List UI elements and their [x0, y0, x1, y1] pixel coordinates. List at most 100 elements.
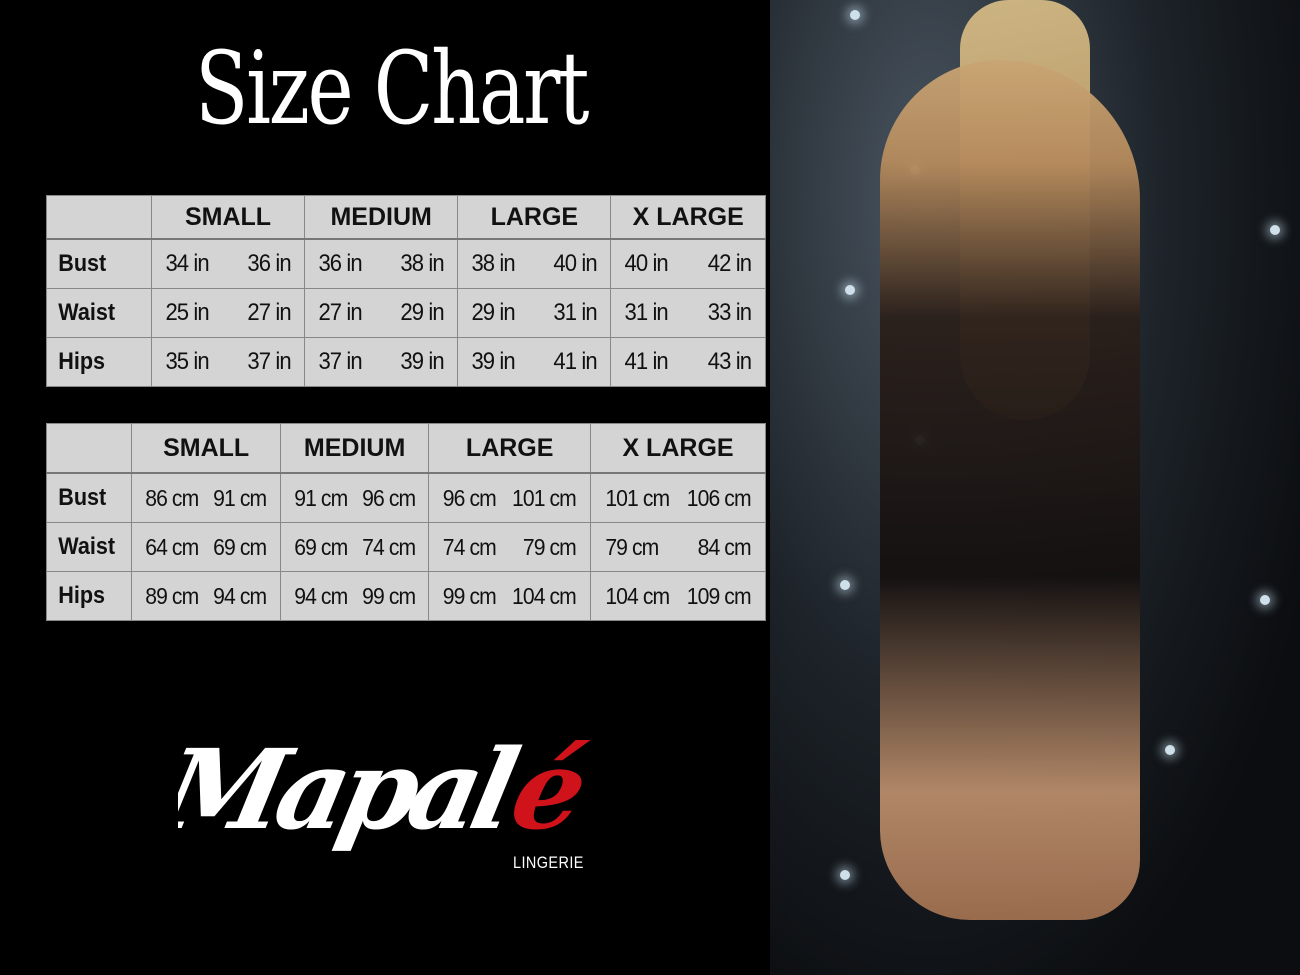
min-value: 35 in: [165, 348, 209, 375]
measurement-label: Bust: [46, 472, 124, 523]
measurement-label: Waist: [46, 288, 142, 338]
max-value: 41 in: [553, 348, 598, 375]
corner-cell: [46, 195, 152, 240]
min-value: 39 in: [471, 348, 516, 375]
measurement-label: Bust: [46, 238, 142, 289]
max-value: 42 in: [708, 250, 752, 277]
max-value: 106 cm: [686, 484, 752, 511]
min-value: 27 in: [318, 299, 363, 326]
table-row: Waist 64 cm 69 cm 69 cm 74 cm 74 cm 79 cm 79 cm…: [46, 522, 766, 572]
min-value: 36 in: [318, 250, 363, 277]
size-range-cell: 69 cm 74 cm: [279, 522, 430, 572]
min-value: 99 cm: [443, 582, 497, 609]
max-value: 96 cm: [362, 484, 416, 511]
min-value: 31 in: [624, 299, 669, 326]
table-row: Bust 34 in 36 in 36 in 38 in 38 in 40 in 40 in 4…: [46, 238, 766, 289]
max-value: 84 cm: [697, 533, 752, 560]
min-value: 40 in: [624, 250, 669, 277]
size-range-cell: 96 cm 101 cm: [428, 472, 592, 523]
size-range-cell: 40 in 42 in: [610, 238, 766, 289]
measurement-label: Hips: [46, 571, 124, 621]
min-value: 37 in: [318, 348, 363, 375]
max-value: 69 cm: [213, 533, 268, 560]
max-value: 94 cm: [213, 582, 268, 609]
min-value: 41 in: [624, 348, 669, 375]
min-value: 104 cm: [605, 582, 670, 609]
size-range-cell: 38 in 40 in: [457, 238, 612, 289]
size-range-cell: 74 cm 79 cm: [428, 522, 592, 572]
size-header: LARGE: [457, 195, 612, 240]
size-range-cell: 41 in 43 in: [610, 337, 766, 387]
size-header: MEDIUM: [304, 195, 459, 240]
size-range-cell: 79 cm 84 cm: [590, 522, 766, 572]
header-row: SMALL MEDIUM LARGE X LARGE: [45, 423, 766, 474]
min-value: 25 in: [165, 299, 209, 326]
size-range-cell: 91 cm 96 cm: [279, 472, 430, 523]
min-value: 38 in: [471, 250, 516, 277]
size-range-cell: 36 in 38 in: [304, 238, 459, 289]
page-title: Size Chart: [195, 30, 589, 147]
max-value: 31 in: [553, 299, 598, 326]
model-photo: [770, 0, 1300, 975]
min-value: 94 cm: [294, 582, 348, 609]
size-range-cell: 39 in 41 in: [457, 337, 612, 387]
size-table-cm: SMALL MEDIUM LARGE X LARGE Bust 86 cm 91 cm 91 …: [45, 423, 766, 621]
size-range-cell: 25 in 27 in: [150, 288, 306, 338]
brand-logo: Mapal é: [178, 728, 598, 855]
min-value: 86 cm: [145, 484, 200, 511]
min-value: 29 in: [471, 299, 516, 326]
size-range-cell: 27 in 29 in: [304, 288, 459, 338]
size-header: LARGE: [428, 423, 592, 474]
size-table-inches: SMALL MEDIUM LARGE X LARGE Bust 34 in 36 in 36 …: [46, 195, 766, 387]
max-value: 109 cm: [686, 582, 752, 609]
size-header: SMALL: [131, 423, 281, 474]
max-value: 27 in: [247, 299, 291, 326]
min-value: 91 cm: [294, 484, 348, 511]
corner-cell: [45, 423, 133, 474]
min-value: 89 cm: [145, 582, 200, 609]
svg-text:Mapal: Mapal: [178, 728, 527, 855]
header-row: SMALL MEDIUM LARGE X LARGE: [46, 195, 766, 240]
max-value: 43 in: [708, 348, 752, 375]
table-row: Hips 35 in 37 in 37 in 39 in 39 in 41 in 41 in 4…: [46, 337, 766, 387]
size-range-cell: 89 cm 94 cm: [131, 571, 281, 621]
max-value: 101 cm: [512, 484, 577, 511]
max-value: 91 cm: [213, 484, 268, 511]
min-value: 101 cm: [605, 484, 670, 511]
size-range-cell: 86 cm 91 cm: [131, 472, 281, 523]
size-range-cell: 104 cm 109 cm: [590, 571, 766, 621]
size-range-cell: 31 in 33 in: [610, 288, 766, 338]
measurement-label: Hips: [46, 337, 142, 387]
max-value: 37 in: [247, 348, 291, 375]
size-range-cell: 29 in 31 in: [457, 288, 612, 338]
size-header: X LARGE: [590, 423, 766, 474]
min-value: 96 cm: [443, 484, 497, 511]
min-value: 34 in: [165, 250, 209, 277]
min-value: 69 cm: [294, 533, 348, 560]
size-range-cell: 99 cm 104 cm: [428, 571, 592, 621]
size-range-cell: 37 in 39 in: [304, 337, 459, 387]
max-value: 40 in: [553, 250, 598, 277]
size-range-cell: 64 cm 69 cm: [131, 522, 281, 572]
max-value: 74 cm: [362, 533, 416, 560]
size-header: SMALL: [150, 195, 306, 240]
max-value: 104 cm: [512, 582, 577, 609]
size-header: X LARGE: [610, 195, 766, 240]
size-range-cell: 35 in 37 in: [150, 337, 306, 387]
table-row: Bust 86 cm 91 cm 91 cm 96 cm 96 cm 101 cm 101 c…: [46, 472, 766, 523]
min-value: 64 cm: [145, 533, 200, 560]
max-value: 36 in: [247, 250, 291, 277]
measurement-label: Waist: [46, 522, 124, 572]
max-value: 39 in: [400, 348, 445, 375]
max-value: 33 in: [708, 299, 752, 326]
min-value: 74 cm: [443, 533, 497, 560]
max-value: 99 cm: [362, 582, 416, 609]
max-value: 79 cm: [523, 533, 577, 560]
table-row: Waist 25 in 27 in 27 in 29 in 29 in 31 in 31 in…: [46, 288, 766, 338]
size-range-cell: 94 cm 99 cm: [279, 571, 430, 621]
size-header: MEDIUM: [279, 423, 430, 474]
max-value: 29 in: [400, 299, 445, 326]
size-range-cell: 101 cm 106 cm: [590, 472, 766, 523]
brand-tagline: LINGERIE: [513, 853, 584, 872]
max-value: 38 in: [400, 250, 445, 277]
